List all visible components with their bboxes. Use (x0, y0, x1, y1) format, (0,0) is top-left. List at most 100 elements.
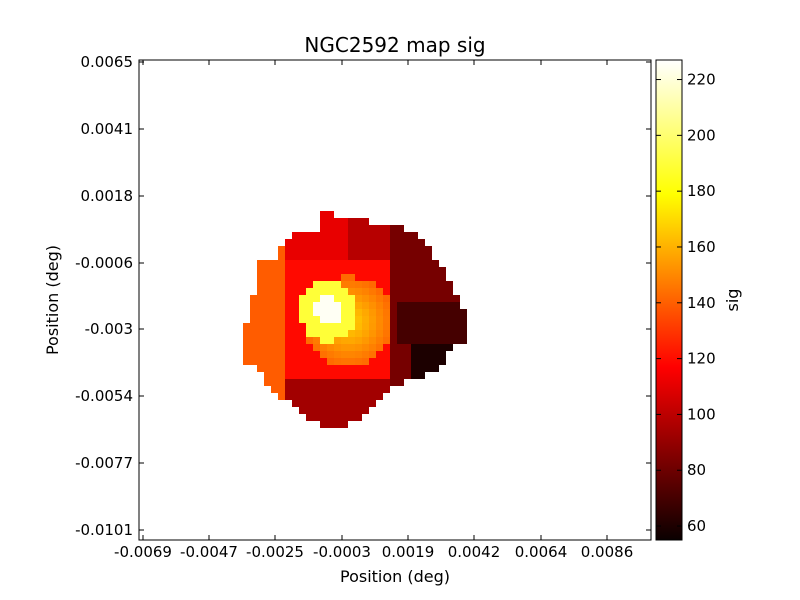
map-pixel (313, 309, 320, 316)
map-pixel (369, 288, 376, 295)
map-pixel (341, 386, 348, 393)
x-axis-ticks: -0.0069 -0.0047 -0.0025 -0.0003 0.0019 0.0042… (114, 60, 633, 561)
map-pixel (383, 309, 390, 316)
map-pixel (411, 330, 418, 337)
map-pixel (362, 225, 369, 232)
map-pixel (271, 295, 278, 302)
map-pixel (278, 288, 285, 295)
map-pixel (334, 365, 341, 372)
map-pixel (362, 358, 369, 365)
map-pixel (348, 351, 355, 358)
map-pixel (271, 344, 278, 351)
map-pixel (369, 400, 376, 407)
colorbar-tick-label: 100 (687, 405, 716, 423)
map-pixel (264, 295, 271, 302)
map-pixel (446, 295, 453, 302)
map-pixel (285, 358, 292, 365)
map-pixel (327, 302, 334, 309)
map-pixel (327, 344, 334, 351)
map-pixel (327, 211, 334, 218)
map-pixel (299, 295, 306, 302)
map-pixel (299, 302, 306, 309)
map-pixel (264, 302, 271, 309)
map-pixel (299, 260, 306, 267)
map-pixel (376, 253, 383, 260)
map-pixel (348, 302, 355, 309)
map-pixel (320, 232, 327, 239)
map-pixel (341, 267, 348, 274)
map-pixel (376, 274, 383, 281)
map-pixel (460, 330, 467, 337)
map-pixel (418, 344, 425, 351)
map-pixel (404, 281, 411, 288)
map-pixel (411, 260, 418, 267)
map-pixel (411, 274, 418, 281)
map-pixel (341, 393, 348, 400)
map-pixel (390, 246, 397, 253)
map-pixel (327, 330, 334, 337)
map-pixel (292, 330, 299, 337)
map-pixel (341, 337, 348, 344)
map-pixel (390, 232, 397, 239)
map-pixel (250, 344, 257, 351)
map-pixel (271, 372, 278, 379)
map-pixel (292, 365, 299, 372)
map-pixel (369, 386, 376, 393)
map-pixel (397, 309, 404, 316)
map-pixel (390, 239, 397, 246)
map-pixel (320, 239, 327, 246)
map-pixel (320, 274, 327, 281)
map-pixel (292, 344, 299, 351)
map-pixel (306, 246, 313, 253)
map-pixel (397, 232, 404, 239)
map-pixel (404, 274, 411, 281)
plot-frame (138, 59, 652, 541)
map-pixel (250, 351, 257, 358)
map-pixel (327, 274, 334, 281)
map-pixel (292, 274, 299, 281)
map-pixel (320, 400, 327, 407)
map-pixel (257, 316, 264, 323)
map-pixel (404, 323, 411, 330)
map-pixel (334, 351, 341, 358)
map-pixel (418, 267, 425, 274)
map-pixel (278, 372, 285, 379)
map-pixel (425, 351, 432, 358)
map-pixel (376, 302, 383, 309)
map-pixel (411, 309, 418, 316)
map-pixel (411, 372, 418, 379)
map-pixel (327, 232, 334, 239)
map-pixel (264, 267, 271, 274)
map-pixel (418, 260, 425, 267)
map-pixel (390, 330, 397, 337)
map-pixel (327, 400, 334, 407)
map-pixel (383, 372, 390, 379)
map-pixel (327, 281, 334, 288)
map-pixel (362, 302, 369, 309)
map-pixel (362, 260, 369, 267)
map-pixel (313, 344, 320, 351)
map-pixel (348, 344, 355, 351)
map-pixel (425, 274, 432, 281)
map-pixel (397, 253, 404, 260)
map-pixel (432, 358, 439, 365)
map-pixel (334, 421, 341, 428)
map-pixel (446, 309, 453, 316)
map-pixel (348, 386, 355, 393)
map-pixel (418, 281, 425, 288)
map-pixel (432, 365, 439, 372)
map-pixel (334, 239, 341, 246)
map-pixel (411, 323, 418, 330)
map-pixel (320, 316, 327, 323)
map-pixel (334, 358, 341, 365)
map-pixel (383, 337, 390, 344)
map-pixel (285, 393, 292, 400)
map-pixel (320, 246, 327, 253)
map-pixel (257, 351, 264, 358)
map-pixel (348, 365, 355, 372)
map-pixel (411, 344, 418, 351)
map-pixel (383, 330, 390, 337)
map-pixel (369, 351, 376, 358)
map-pixel (390, 253, 397, 260)
map-pixel (383, 232, 390, 239)
